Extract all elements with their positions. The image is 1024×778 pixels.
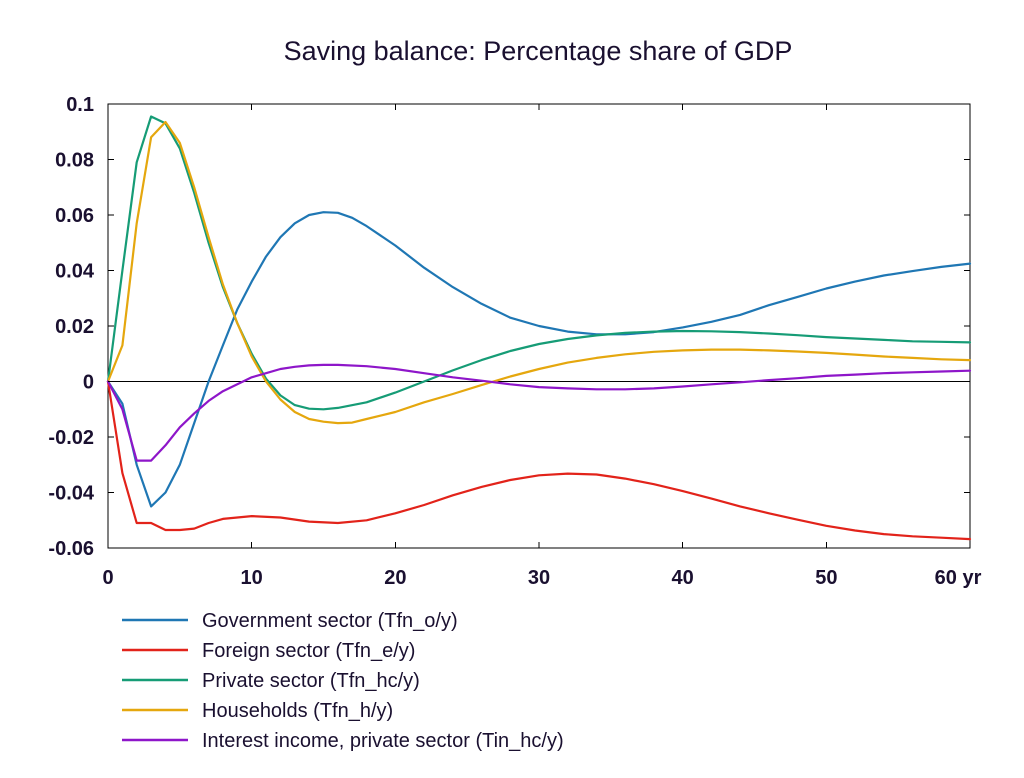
series-line-0 — [106, 211, 972, 508]
x-tick-label: 10 — [241, 567, 263, 589]
x-axis-ticks: 0 10 20 30 40 50 60 yr — [102, 104, 982, 589]
series-line-3 — [106, 120, 972, 425]
series-line-1 — [106, 380, 972, 541]
legend-label: Households (Tfn_h/y) — [202, 700, 393, 722]
legend-label: Private sector (Tfn_hc/y) — [202, 670, 420, 692]
chart-title: Saving balance: Percentage share of GDP — [284, 36, 793, 66]
x-tick-label: 40 — [672, 567, 694, 589]
legend-label: Interest income, private sector (Tin_hc/… — [202, 730, 564, 752]
y-tick-label: 0 — [83, 372, 94, 394]
x-tick-label: 0 — [102, 567, 113, 589]
y-tick-label: 0.1 — [66, 94, 94, 116]
x-tick-label: 50 — [815, 567, 837, 589]
y-tick-label: -0.06 — [48, 538, 94, 560]
x-tick-label: 60 yr — [935, 567, 982, 589]
y-tick-label: -0.02 — [48, 427, 94, 449]
y-axis-ticks: -0.06 -0.04 -0.02 0 0.02 0.04 0.06 0.08 0.1 — [48, 94, 970, 560]
series-layer — [106, 115, 972, 541]
y-tick-label: 0.02 — [55, 316, 94, 338]
legend: Government sector (Tfn_o/y) Foreign secto… — [122, 610, 564, 752]
x-tick-label: 30 — [528, 567, 550, 589]
y-tick-label: -0.04 — [48, 483, 94, 505]
legend-label: Government sector (Tfn_o/y) — [202, 610, 458, 632]
series-line-4 — [106, 363, 972, 462]
legend-label: Foreign sector (Tfn_e/y) — [202, 640, 415, 662]
series-line-2 — [106, 115, 972, 411]
y-tick-label: 0.08 — [55, 150, 94, 172]
y-tick-label: 0.06 — [55, 205, 94, 227]
x-tick-label: 20 — [384, 567, 406, 589]
y-tick-label: 0.04 — [55, 261, 95, 283]
